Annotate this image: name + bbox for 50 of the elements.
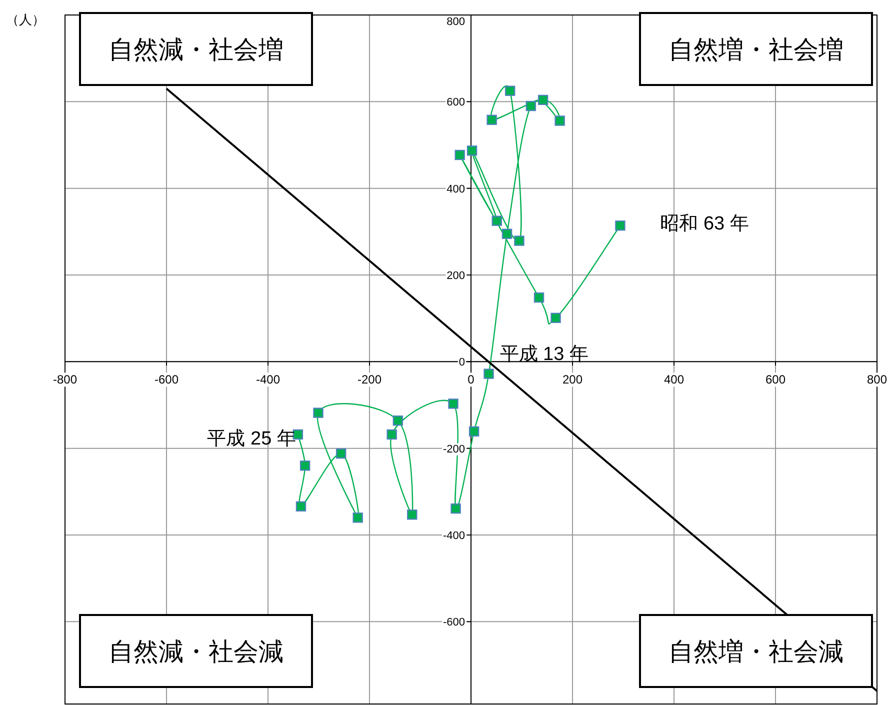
y-tick-label: -400 (442, 530, 465, 542)
point (615, 220, 626, 231)
point (554, 116, 565, 126)
point (526, 100, 536, 112)
x-tick-label: -400 (256, 372, 280, 387)
annotation: 自然減・社会増 (108, 36, 284, 64)
y-tick-label: -200 (442, 443, 465, 456)
point (392, 416, 404, 426)
y-tick-label: 200 (446, 270, 465, 282)
x-tick-label: 0 (468, 372, 475, 387)
y-tick-label: -600 (442, 616, 465, 629)
annotation: 自然増・社会増 (668, 36, 844, 64)
point (407, 510, 418, 520)
point (466, 146, 478, 156)
annotation: 平成 13 年 (500, 344, 588, 365)
x-tick-label: 800 (866, 372, 888, 387)
y-axis-title: （人） (6, 12, 45, 27)
point (296, 501, 306, 512)
point (336, 448, 346, 459)
point (486, 114, 497, 125)
point (454, 150, 465, 160)
point (484, 368, 494, 379)
point (352, 512, 363, 523)
annotation: 平成 25 年 (207, 428, 296, 450)
annotation: 自然減・社会減 (108, 638, 284, 666)
y-tick-label: 400 (446, 183, 465, 196)
y-tick-label: 0 (458, 356, 465, 369)
x-tick-label: -200 (357, 372, 382, 387)
x-tick-label: 400 (664, 372, 684, 387)
point (504, 86, 516, 96)
point (300, 460, 310, 471)
point (450, 503, 461, 514)
point (386, 429, 397, 440)
point (550, 312, 561, 323)
point (313, 408, 324, 418)
y-tick-label: 600 (446, 96, 465, 109)
x-tick-label: 200 (562, 372, 583, 387)
x-tick-label: -600 (154, 372, 179, 387)
point (468, 426, 480, 437)
annotation: 自然増・社会減 (668, 638, 844, 666)
point (514, 236, 524, 246)
point (502, 228, 512, 239)
y-tick-label: 800 (446, 16, 465, 28)
x-tick-label: -800 (52, 372, 78, 387)
point (538, 94, 548, 106)
point (534, 292, 544, 303)
point (448, 398, 458, 409)
point (492, 216, 502, 226)
x-tick-label: 600 (765, 372, 786, 387)
annotation: 昭和 63 年 (660, 214, 749, 235)
